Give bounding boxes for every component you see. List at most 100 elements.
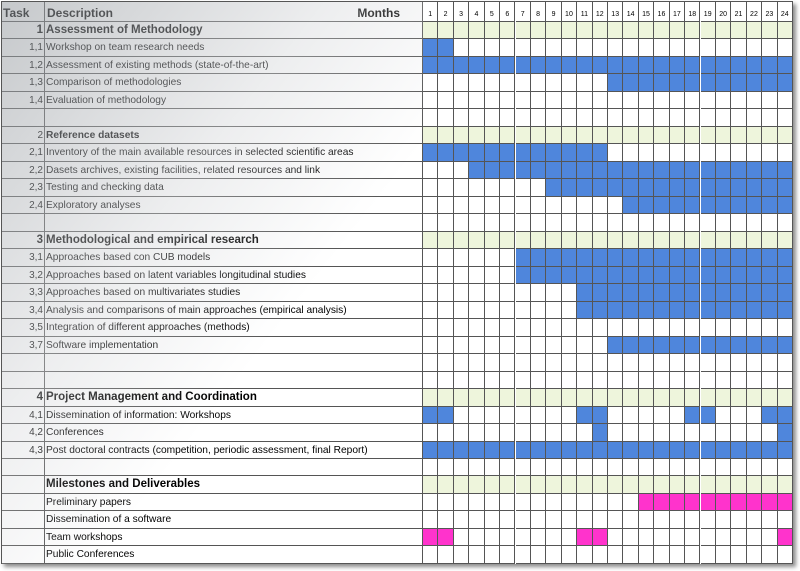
task-number: [1, 546, 45, 564]
month-cell: [762, 528, 778, 547]
month-cell: [700, 424, 716, 442]
active-month-cell: [654, 56, 670, 75]
active-month-cell: [484, 161, 501, 180]
month-number: 16: [654, 1, 670, 22]
month-cell: [530, 74, 547, 92]
month-cell: [438, 161, 454, 180]
month-cells: [423, 196, 793, 215]
month-cell: [500, 249, 516, 267]
task-row: 2,2 Dasets archives, existing facilities,…: [1, 161, 793, 180]
month-cell: [715, 389, 732, 407]
month-cell: [700, 91, 716, 110]
month-cell: [515, 91, 531, 110]
month-cell: [561, 389, 578, 407]
month-cell: [638, 39, 655, 57]
active-month-cell: [715, 441, 732, 459]
active-month-cell: [762, 441, 778, 459]
month-cell: [423, 354, 439, 372]
month-cell: [577, 546, 593, 564]
task-number: [1, 493, 45, 512]
month-cell: [484, 74, 501, 92]
month-cell: [669, 91, 686, 110]
month-cell: [484, 319, 501, 337]
active-month-cell: [592, 56, 608, 75]
active-month-cell: [746, 161, 763, 180]
active-month-cell: [762, 161, 778, 180]
month-cell: [715, 109, 732, 127]
month-cell: [685, 109, 701, 127]
month-cell: [577, 336, 593, 355]
month-cell: [453, 266, 470, 285]
month-cell: [654, 319, 670, 337]
active-month-cell: [715, 249, 732, 267]
month-number: 12: [592, 1, 608, 22]
month-cell: [777, 319, 793, 337]
month-cell: [762, 39, 778, 57]
month-cell: [715, 214, 732, 232]
active-month-cell: [561, 161, 578, 180]
active-month-cell: [654, 249, 670, 267]
month-cell: [715, 371, 732, 390]
active-month-cell: [746, 284, 763, 302]
month-cell: [608, 389, 624, 407]
month-cell: [762, 371, 778, 390]
month-cell: [623, 389, 639, 407]
active-month-cell: [731, 266, 747, 285]
active-month-cell: [731, 161, 747, 180]
task-description: Software implementation: [45, 336, 423, 355]
month-cell: [500, 354, 516, 372]
month-cell: [715, 528, 732, 547]
month-cell: [746, 476, 763, 494]
month-cell: [685, 528, 701, 547]
month-cell: [438, 22, 454, 40]
month-cells: [423, 493, 793, 512]
month-cell: [515, 109, 531, 127]
active-month-cell: [700, 441, 716, 459]
active-month-cell: [746, 196, 763, 215]
month-cell: [700, 511, 716, 529]
active-month-cell: [731, 179, 747, 197]
active-month-cell: [438, 56, 454, 75]
month-cell: [546, 493, 562, 512]
month-cell: [577, 231, 593, 250]
month-cell: [530, 284, 547, 302]
month-number: 23: [762, 1, 778, 22]
month-cell: [561, 424, 578, 442]
month-cell: [777, 371, 793, 390]
active-month-cell: [762, 406, 778, 425]
month-cell: [715, 91, 732, 110]
month-cell: [669, 231, 686, 250]
month-number: 5: [484, 1, 501, 22]
active-month-cell: [654, 74, 670, 92]
month-cells: [423, 354, 793, 372]
milestone-cell: [762, 493, 778, 512]
month-cell: [546, 459, 562, 477]
month-cell: [469, 424, 485, 442]
active-month-cell: [700, 249, 716, 267]
active-month-cell: [515, 144, 531, 162]
active-month-cell: [762, 56, 778, 75]
task-row: 3,2 Approaches based on latent variables …: [1, 266, 793, 285]
month-cell: [685, 319, 701, 337]
month-cell: [746, 406, 763, 425]
active-month-cell: [515, 56, 531, 75]
month-cell: [515, 389, 531, 407]
task-number: 3,3: [1, 284, 45, 302]
active-month-cell: [484, 56, 501, 75]
task-description: Approaches based con CUB models: [45, 249, 423, 267]
active-month-cell: [608, 301, 624, 320]
month-cell: [469, 301, 485, 320]
month-cell: [577, 476, 593, 494]
month-cell: [500, 284, 516, 302]
month-cell: [423, 336, 439, 355]
month-cell: [638, 459, 655, 477]
month-cell: [762, 214, 778, 232]
active-month-cell: [669, 266, 686, 285]
header-months: 1 2 3 4 5 6 7 8 9 10 11 12 13 14 15 16 17 18 19 20 21 22 23 24: [423, 1, 793, 22]
task-row: 4,1 Dissemination of information: Worksho…: [1, 406, 793, 425]
month-number: 2: [438, 1, 454, 22]
month-cell: [500, 371, 516, 390]
month-cell: [453, 406, 470, 425]
active-month-cell: [561, 179, 578, 197]
month-cell: [500, 301, 516, 320]
